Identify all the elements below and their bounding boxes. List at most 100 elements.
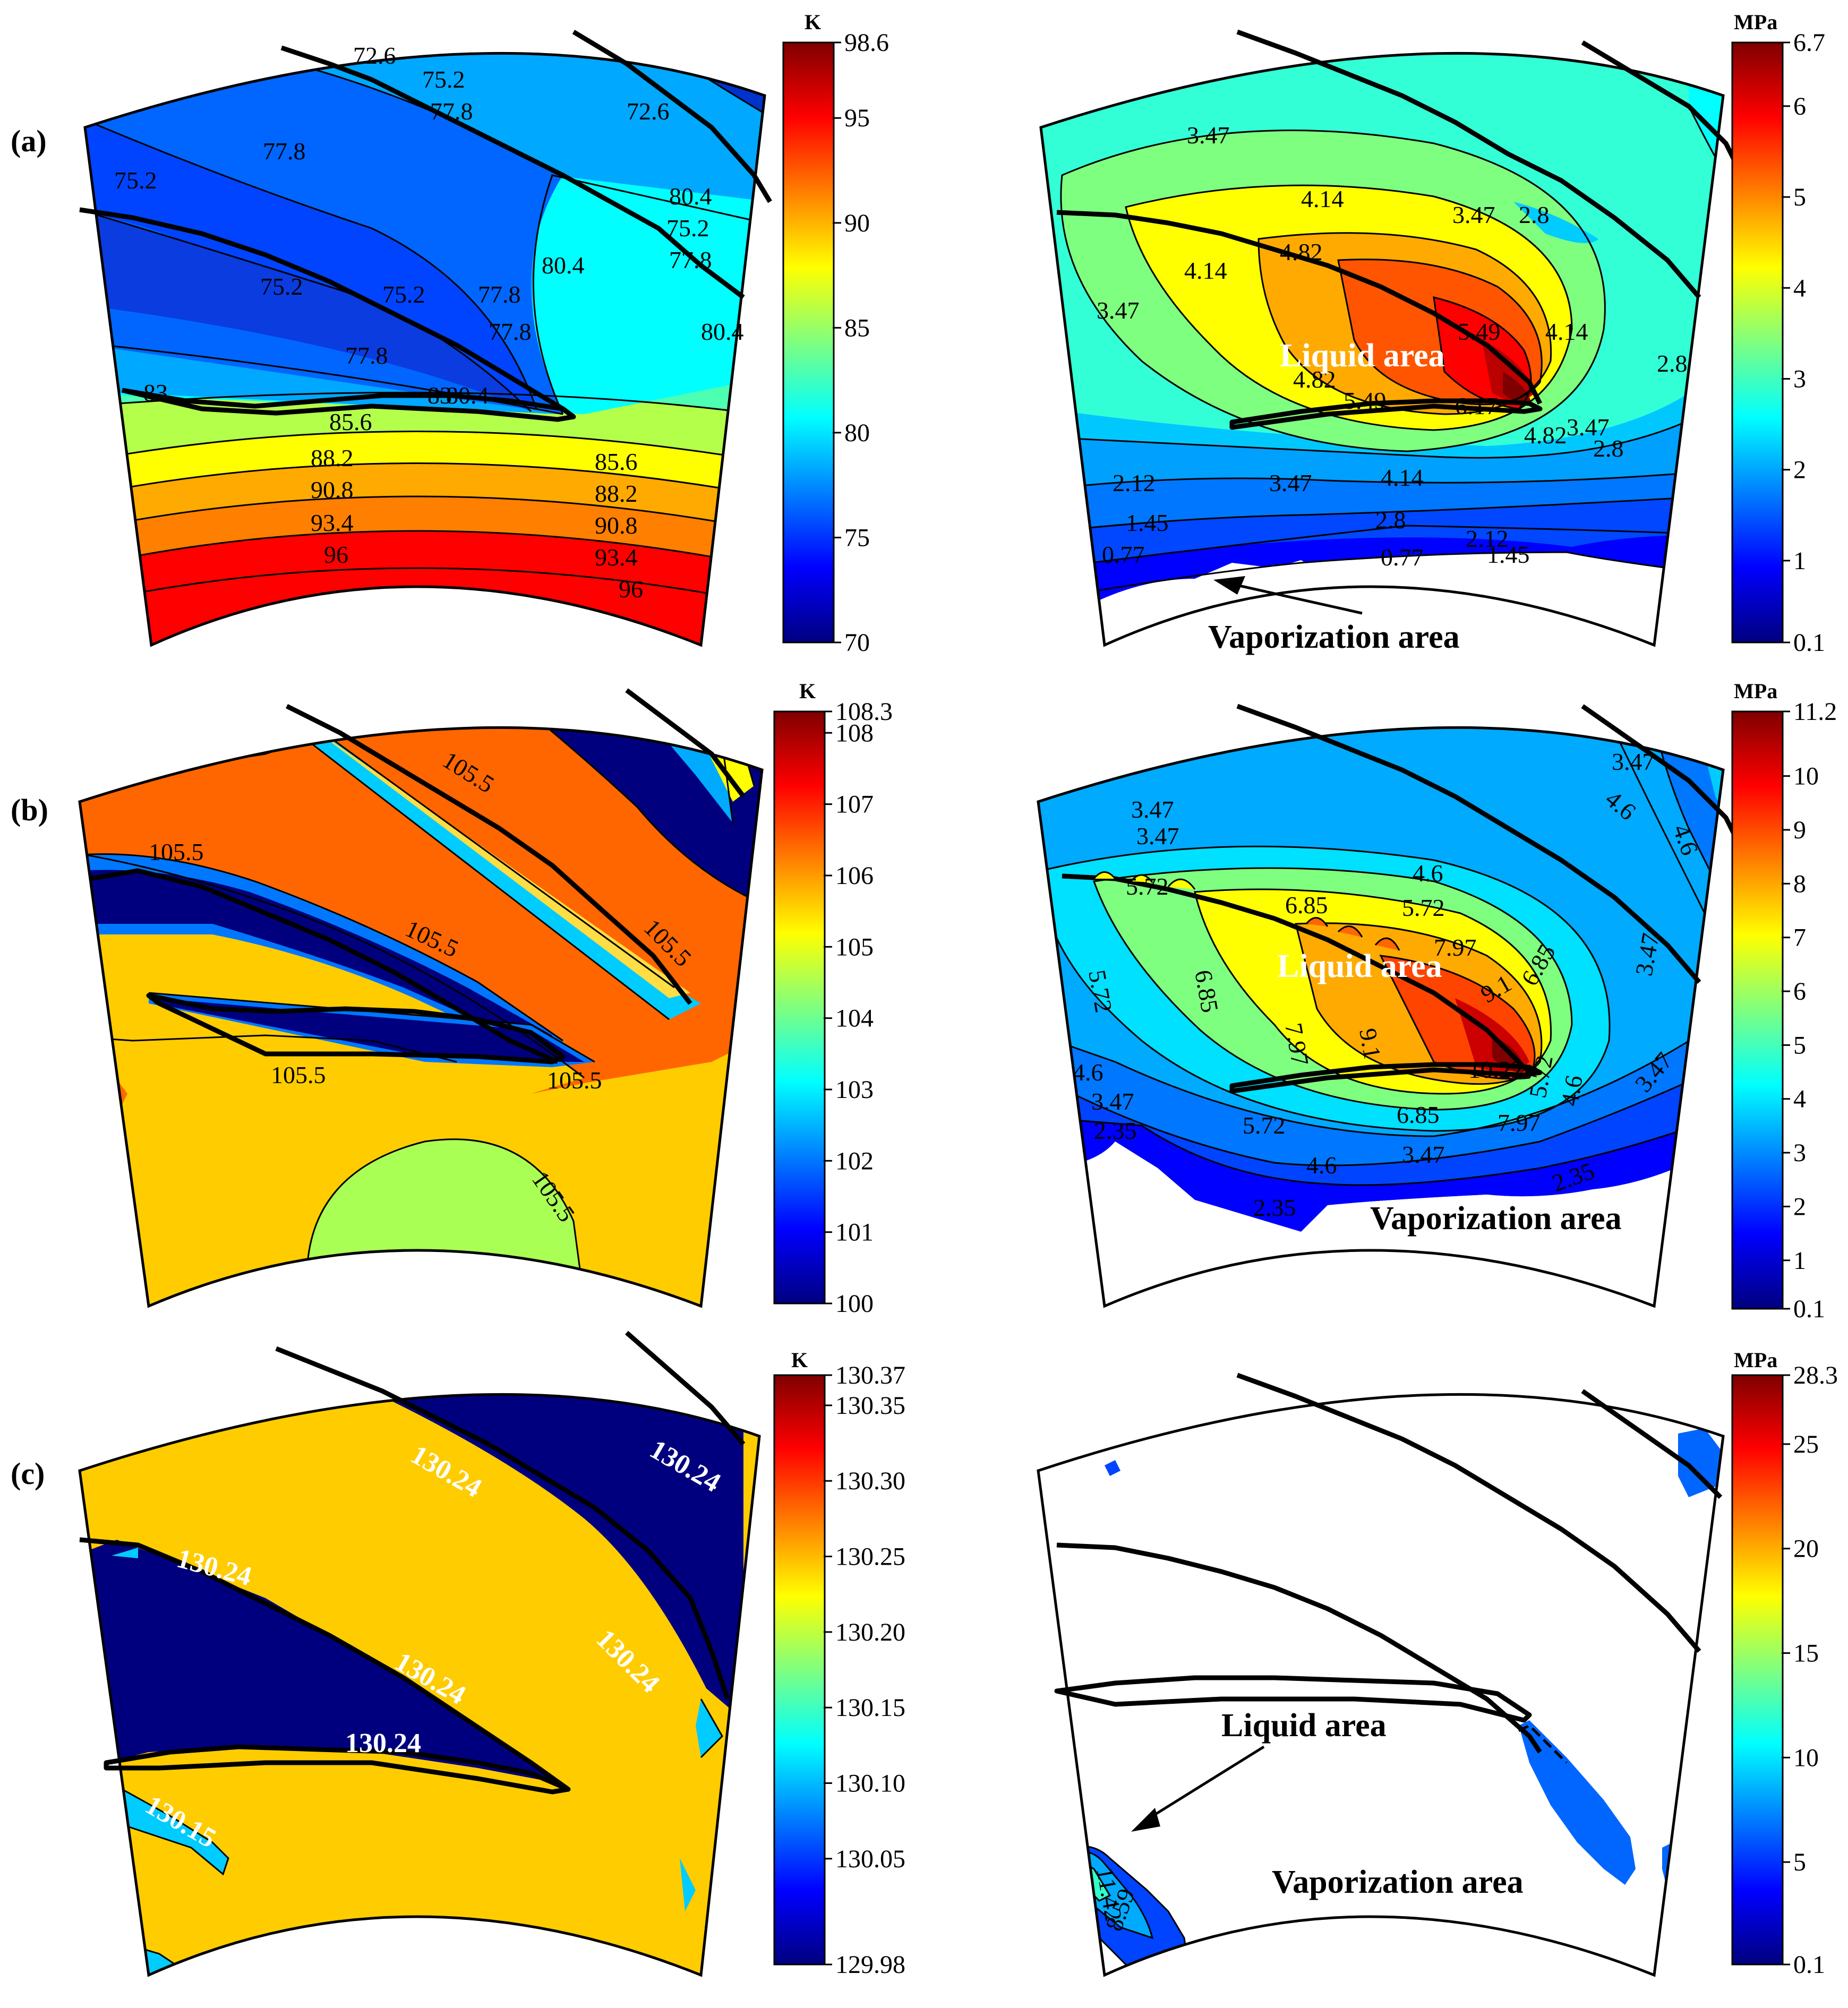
colorbar-tick-label: 80 xyxy=(844,419,870,447)
contour-label: 88.2 xyxy=(311,444,354,471)
vaporization-area-label: Vaporization area xyxy=(1272,1864,1524,1900)
contour-label: 80.4 xyxy=(446,382,489,409)
contour-label: 2.8 xyxy=(1375,507,1406,534)
contour-label: 2.35 xyxy=(1253,1194,1296,1221)
colorbar-tick-label: 3 xyxy=(1793,365,1806,393)
colorbar-tick-label: 6 xyxy=(1793,92,1806,121)
colorbar-tick-label: 100 xyxy=(835,1290,874,1318)
panel-a-temperature: 72.6 75.2 77.8 72.6 75.2 77.8 80.4 75.2 … xyxy=(79,10,889,657)
colorbar-tick-label: 5 xyxy=(1793,1848,1806,1876)
contour-label: 6.17 xyxy=(1455,392,1498,419)
contour-label: 3.47 xyxy=(1269,469,1312,496)
panel-a-pressure: 3.47 4.14 3.47 4.82 4.14 3.47 5.49 4.14 … xyxy=(1039,10,1825,657)
contour-label: 96 xyxy=(324,541,348,568)
panel-label-b: (b) xyxy=(11,793,48,827)
colorbar-tick-label: 107 xyxy=(835,791,874,819)
contour-label: 4.82 xyxy=(1524,422,1567,449)
contour-label: 7.97 xyxy=(1498,1109,1541,1136)
colorbar-tick-label: 8 xyxy=(1793,870,1806,898)
contour-label: 5.49 xyxy=(1458,318,1501,345)
contour-label: 3.47 xyxy=(1612,748,1655,775)
contour-label: 80.4 xyxy=(542,252,585,279)
contour-label: 72.6 xyxy=(353,42,396,69)
colorbar-tick-label: 1 xyxy=(1793,547,1806,575)
colorbar-c-temperature: K 130.37 130.35 130.30 130.25 130.20 130.15 13… xyxy=(773,1348,905,1979)
colorbar-tick-label: 130.35 xyxy=(835,1392,905,1420)
contour-labels: 3.47 4.6 3.47 5.72 6.85 5.72 4.6 5.72 6.… xyxy=(1073,748,1704,1221)
panel-b-temperature: 105.5 105.5 105.5 105.5 105.5 105.5 105.… xyxy=(78,679,893,1318)
contour-label: 85.6 xyxy=(595,448,638,475)
colorbar-tick-label: 2 xyxy=(1793,456,1806,484)
panel-label-c: (c) xyxy=(11,1456,45,1491)
colorbar-tick-label: 10 xyxy=(1793,762,1819,791)
colorbar-unit: K xyxy=(791,1348,808,1372)
contour-label: 90.8 xyxy=(595,512,638,539)
colorbar-tick-label: 130.30 xyxy=(835,1467,905,1495)
contour-label: 4.6 xyxy=(1073,1059,1103,1086)
contour-label: 77.8 xyxy=(478,281,521,308)
contour-label: 105.5 xyxy=(547,1067,602,1094)
colorbar-tick-label: 130.05 xyxy=(835,1845,905,1873)
contour-label: 4.6 xyxy=(1306,1152,1337,1179)
colorbar-tick-label: 7 xyxy=(1793,924,1806,952)
contour-label: 4.14 xyxy=(1184,257,1227,284)
liquid-area-label: Liquid area xyxy=(1221,1707,1387,1744)
colorbar-tick-label: 129.98 xyxy=(835,1951,905,1979)
contour-label: 3.47 xyxy=(1402,1141,1445,1168)
contour-label: 5.72 xyxy=(1402,894,1445,921)
contour-label: 75.2 xyxy=(382,281,425,308)
colorbar-unit: K xyxy=(799,679,816,703)
contour-label: 3.47 xyxy=(1131,796,1174,823)
colorbar-tick-label: 20 xyxy=(1793,1535,1819,1563)
colorbar-tick-label: 0.1 xyxy=(1793,1295,1825,1323)
vaporization-area-label: Vaporization area xyxy=(1208,619,1460,655)
contour-label: 83 xyxy=(143,379,168,406)
contour-label: 75.2 xyxy=(260,273,303,300)
colorbar-tick-label: 106 xyxy=(835,862,874,890)
colorbar-tick-label: 25 xyxy=(1793,1430,1819,1458)
colorbar-tick-label: 85 xyxy=(844,314,870,342)
colorbar-tick-label: 105 xyxy=(835,933,874,961)
contour-label: 80.4 xyxy=(669,183,712,210)
colorbar-tick-label: 3 xyxy=(1793,1139,1806,1167)
colorbar-tick-label: 103 xyxy=(835,1076,874,1104)
colorbar-a-pressure: MPa 6.7 6 5 4 3 2 1 0.1 xyxy=(1731,10,1825,657)
colorbar-tick-label: 70 xyxy=(844,629,870,657)
contour-label: 4.82 xyxy=(1293,366,1336,393)
contour-label: 6.85 xyxy=(1397,1101,1440,1128)
contour-label: 4.82 xyxy=(1280,238,1323,265)
colorbar-tick-label: 98.6 xyxy=(844,29,889,57)
contour-label: 75.2 xyxy=(114,167,157,194)
colorbar-tick-label: 130.25 xyxy=(835,1543,905,1571)
contour-label: 77.8 xyxy=(263,138,306,165)
colorbar-tick-label: 108 xyxy=(835,719,874,747)
contour-label: 130.24 xyxy=(345,1728,421,1758)
colorbar-tick-label: 9 xyxy=(1793,816,1806,844)
contour-label: 93.4 xyxy=(595,544,638,571)
colorbar-unit: MPa xyxy=(1734,10,1777,34)
contour-label: 4.6 xyxy=(1556,1073,1588,1108)
colorbar-unit: MPa xyxy=(1734,1348,1777,1372)
contour-label: 75.2 xyxy=(666,214,709,242)
contour-label: 77.8 xyxy=(669,246,712,273)
colorbar-tick-label: 10 xyxy=(1793,1744,1819,1772)
colorbar-tick-label: 6.7 xyxy=(1793,29,1825,57)
contour-label: 3.47 xyxy=(1567,414,1610,441)
panel-label-a: (a) xyxy=(11,124,47,158)
colorbar-tick-label: 1 xyxy=(1793,1247,1806,1275)
colorbar-tick-label: 108.3 xyxy=(835,698,893,726)
contour-label: 2.35 xyxy=(1094,1117,1137,1144)
contour-label: 5.49 xyxy=(1344,387,1387,414)
contour-label: 6.85 xyxy=(1285,891,1328,919)
colorbar-tick-label: 0.1 xyxy=(1793,1951,1825,1979)
colorbar-tick-label: 4 xyxy=(1793,1085,1806,1113)
contour-label: 85.6 xyxy=(329,408,372,435)
liquid-area-label: Liquid area xyxy=(1277,948,1442,984)
colorbar-tick-label: 90 xyxy=(844,209,870,237)
colorbar-tick-label: 130.15 xyxy=(835,1694,905,1722)
panel-b-pressure: 3.47 4.6 3.47 5.72 6.85 5.72 4.6 5.72 6.… xyxy=(1037,679,1837,1323)
contour-label: 2.8 xyxy=(1593,435,1624,462)
colorbar-unit: K xyxy=(805,10,821,34)
